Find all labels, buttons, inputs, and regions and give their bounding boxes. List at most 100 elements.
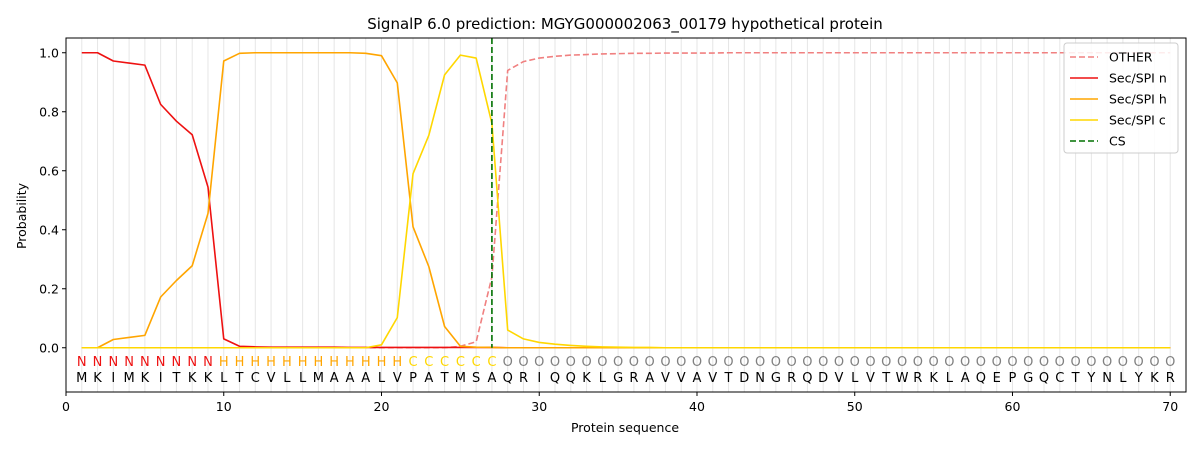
region-label: N [187,355,197,370]
legend-label: CS [1109,134,1126,149]
region-label: N [172,355,182,370]
residue-label: Q [1039,371,1049,386]
region-label: O [1023,355,1033,370]
region-label: N [203,355,213,370]
region-label: H [219,355,229,370]
region-label: C [440,355,449,370]
residue-label: M [76,371,87,386]
region-label: O [1055,355,1065,370]
x-tick-label: 30 [531,399,547,414]
region-label: O [534,355,544,370]
residue-label: A [330,371,339,386]
residue-label: M [313,371,324,386]
residue-label: K [1150,371,1159,386]
region-label: O [723,355,733,370]
residue-label: A [961,371,970,386]
residue-label: T [235,371,244,386]
residue-label: M [455,371,466,386]
region-label: O [787,355,797,370]
region-label: N [156,355,166,370]
legend-label: Sec/SPI n [1109,71,1167,86]
region-label: O [960,355,970,370]
legend-label: OTHER [1109,50,1153,65]
residue-label: K [93,371,102,386]
region-label: O [1165,355,1175,370]
residue-label: C [251,371,260,386]
residue-label: P [409,371,417,386]
region-label: C [472,355,481,370]
region-label: O [1086,355,1096,370]
residue-label: V [677,371,686,386]
residue-label: T [440,371,449,386]
region-label: N [140,355,150,370]
region-label: O [1070,355,1080,370]
region-label: N [77,355,87,370]
x-tick-label: 0 [62,399,70,414]
residue-label: Y [1086,371,1095,386]
residue-label: V [393,371,402,386]
region-label: O [1102,355,1112,370]
residue-label: C [1055,371,1064,386]
region-label: H [266,355,276,370]
region-label: O [1118,355,1128,370]
region-label: O [629,355,639,370]
residue-label: V [267,371,276,386]
region-label: O [992,355,1002,370]
residue-label: W [896,371,909,386]
residue-label: V [708,371,717,386]
residue-label: I [159,371,163,386]
residue-label: L [1119,371,1127,386]
residue-label: L [378,371,386,386]
residue-label: P [1009,371,1017,386]
x-tick-label: 60 [1005,399,1021,414]
vertical-gridlines [81,38,1171,392]
region-label: O [913,355,923,370]
residue-label: Q [503,371,513,386]
region-label: O [944,355,954,370]
region-label: O [503,355,513,370]
y-tick-label: 0.8 [39,104,59,119]
residue-label: G [613,371,623,386]
region-label: C [487,355,496,370]
residue-label: A [424,371,433,386]
residue-label: T [724,371,733,386]
residue-label: L [283,371,291,386]
residue-label: A [361,371,370,386]
x-tick-label: 20 [374,399,390,414]
y-tick-label: 0.4 [39,222,59,237]
residue-label: Q [802,371,812,386]
region-label: H [235,355,245,370]
region-label: H [298,355,308,370]
legend-label: Sec/SPI h [1109,92,1167,107]
residue-label: T [1071,371,1080,386]
residue-label: K [188,371,197,386]
y-axis-label: Probability [14,182,29,249]
region-label: C [456,355,465,370]
residue-label: L [599,371,607,386]
residue-label: Q [976,371,986,386]
residue-label: D [818,371,828,386]
residue-label: L [220,371,228,386]
region-label: H [329,355,339,370]
residue-label: R [629,371,638,386]
region-label: O [865,355,875,370]
region-label: O [518,355,528,370]
chart-title: SignalP 6.0 prediction: MGYG000002063_00… [367,15,883,34]
residue-label: K [929,371,938,386]
residue-label: A [345,371,354,386]
y-tick-label: 0.0 [39,340,59,355]
region-label: H [361,355,371,370]
residue-label: L [299,371,307,386]
residue-label: A [487,371,496,386]
x-tick-label: 70 [1162,399,1178,414]
region-label: O [1039,355,1049,370]
residue-label: R [787,371,796,386]
y-axis-ticks: 0.0 0.2 0.4 0.6 0.8 1.0 [39,45,66,355]
x-tick-label: 10 [216,399,232,414]
residue-label: E [993,371,1001,386]
y-tick-label: 0.2 [39,281,59,296]
region-label: O [597,355,607,370]
region-label: H [377,355,387,370]
